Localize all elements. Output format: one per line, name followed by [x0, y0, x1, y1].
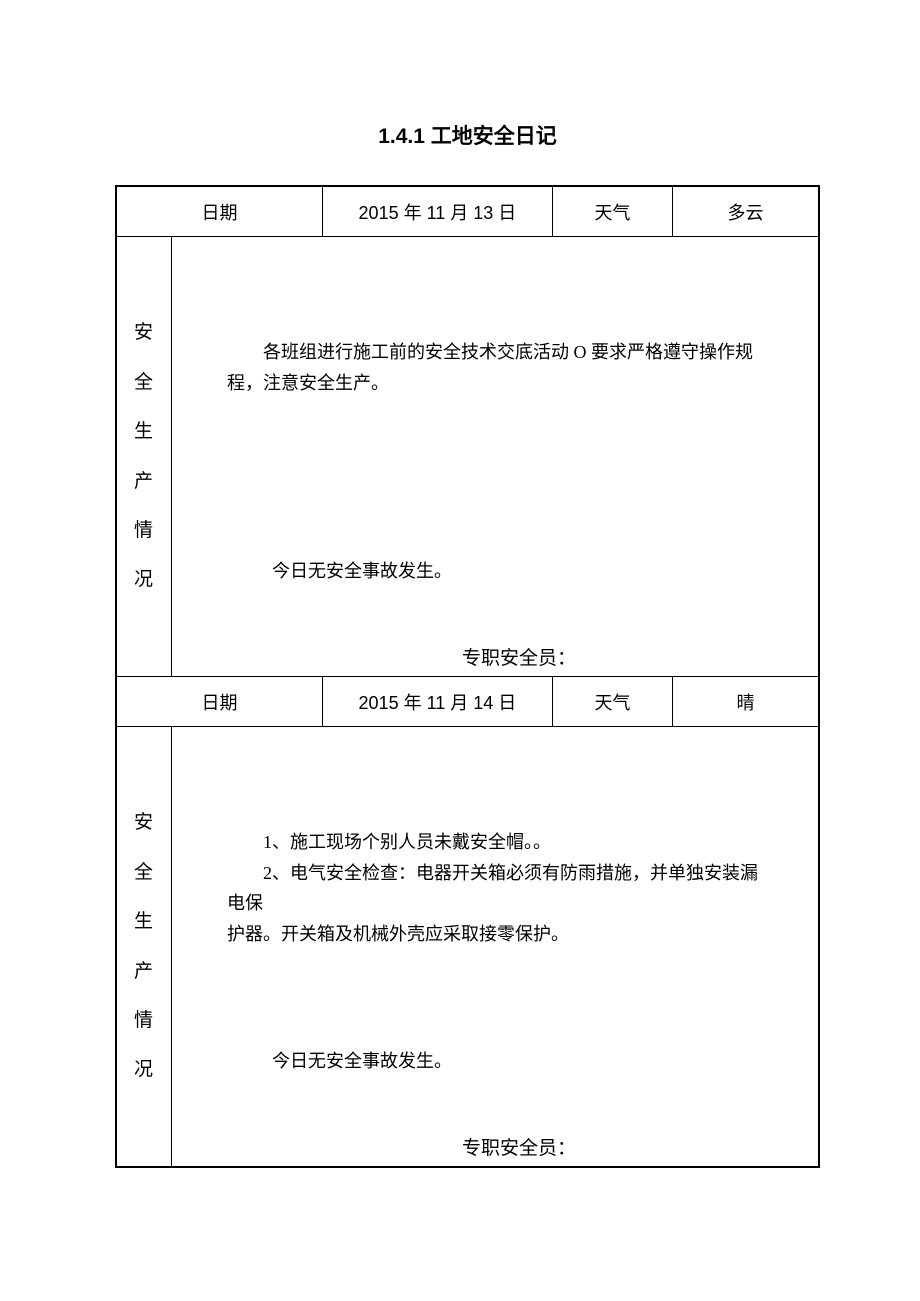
content-middle-2: 今日无安全事故发生。 — [172, 1047, 818, 1073]
content-cell-2: 1、施工现场个别人员未戴安全帽。。 2、电气安全检查：电器开关箱必须有防雨措施，… — [172, 727, 819, 1167]
date-label-1: 日期 — [117, 187, 323, 237]
signer-label-1: 专职安全员： — [172, 643, 818, 676]
content-middle-1: 今日无安全事故发生。 — [172, 557, 818, 583]
weather-value-1: 多云 — [672, 187, 818, 237]
entry-content-row-2: 安全生产情况 1、施工现场个别人员未戴安全帽。。 2、电气安全检查：电器开关箱必… — [117, 727, 819, 1167]
diary-table: 日期 2015 年 11 月 13 日 天气 多云 安全生产情况 各班组进行施工… — [116, 186, 819, 1167]
signer-label-2: 专职安全员： — [172, 1133, 818, 1166]
content-main-2: 1、施工现场个别人员未戴安全帽。。 2、电气安全检查：电器开关箱必须有防雨措施，… — [172, 727, 818, 949]
content-main-1: 各班组进行施工前的安全技术交底活动 O 要求严格遵守操作规程，注意安全生产。 — [172, 237, 818, 398]
entry-header-row-2: 日期 2015 年 11 月 14 日 天气 晴 — [117, 677, 819, 727]
side-label-2: 安全生产情况 — [117, 727, 172, 1167]
weather-label-2: 天气 — [552, 677, 672, 727]
date-value-2: 2015 年 11 月 14 日 — [322, 677, 552, 727]
weather-value-2: 晴 — [672, 677, 818, 727]
content-cell-1: 各班组进行施工前的安全技术交底活动 O 要求严格遵守操作规程，注意安全生产。 今… — [172, 237, 819, 677]
content-line1-2: 1、施工现场个别人员未戴安全帽。。 — [227, 827, 773, 858]
content-line2-2: 2、电气安全检查：电器开关箱必须有防雨措施，并单独安装漏电保 — [227, 858, 773, 919]
entry-content-row-1: 安全生产情况 各班组进行施工前的安全技术交底活动 O 要求严格遵守操作规程，注意… — [117, 237, 819, 677]
content-line2-cont-2: 护器。开关箱及机械外壳应采取接零保护。 — [227, 919, 773, 950]
date-label-2: 日期 — [117, 677, 323, 727]
weather-label-1: 天气 — [552, 187, 672, 237]
date-value-1: 2015 年 11 月 13 日 — [322, 187, 552, 237]
entry-header-row-1: 日期 2015 年 11 月 13 日 天气 多云 — [117, 187, 819, 237]
page-title: 1.4.1 工地安全日记 — [115, 120, 820, 150]
side-label-1: 安全生产情况 — [117, 237, 172, 677]
diary-table-wrapper: 日期 2015 年 11 月 13 日 天气 多云 安全生产情况 各班组进行施工… — [115, 185, 820, 1168]
